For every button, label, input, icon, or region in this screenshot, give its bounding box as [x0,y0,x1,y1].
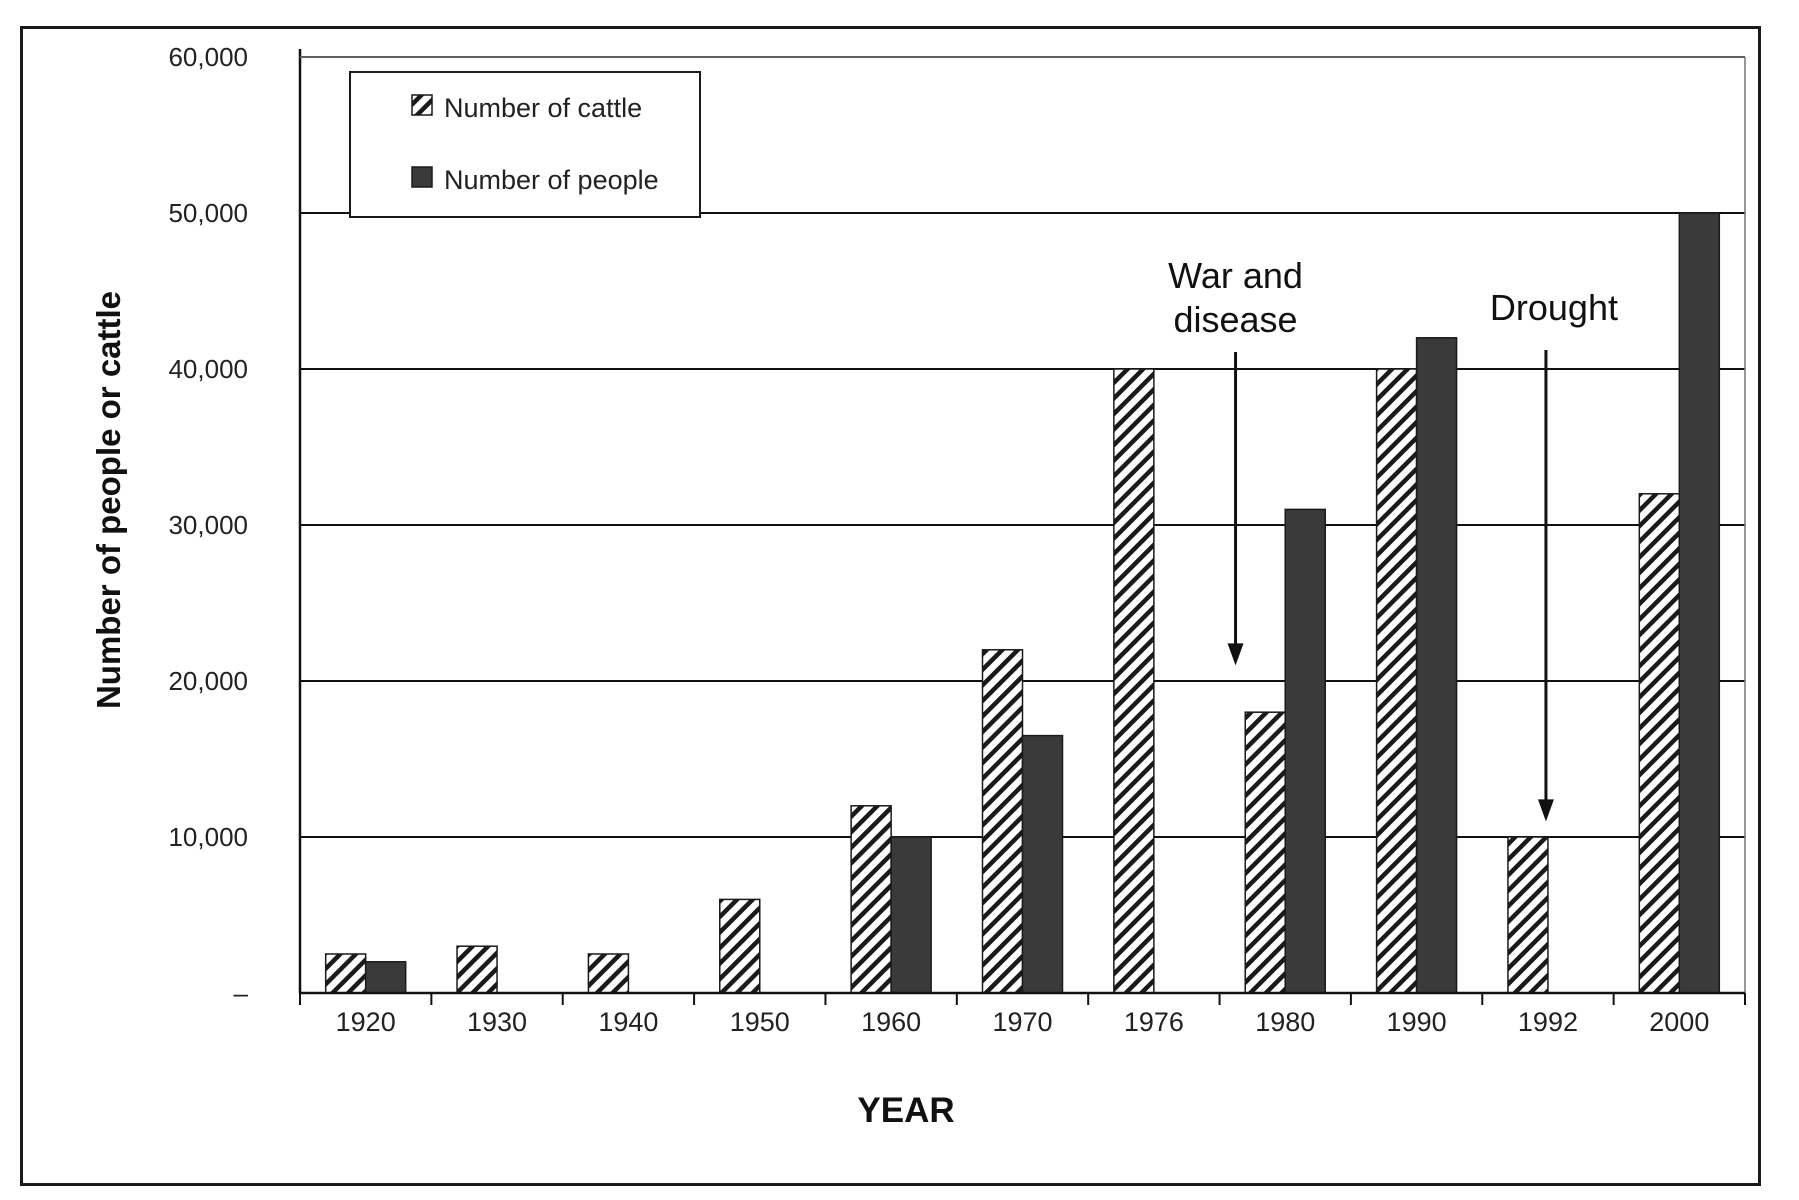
x-tick-label: 2000 [1649,1007,1709,1037]
bar-cattle-1980 [1244,711,1286,994]
legend-swatch-cattle [411,94,433,116]
x-tick-label: 1930 [467,1007,527,1037]
x-tick-label: 1970 [992,1007,1052,1037]
bar-cattle-1940 [587,953,630,994]
y-tick-label: 50,000 [168,198,248,228]
annotation-drought-arrow-head [1537,799,1554,822]
x-tick-label: 1940 [598,1007,658,1037]
bar-cattle-1970 [981,649,1024,994]
y-axis-label: Number of people or cattle [90,291,127,709]
bar-people-1980 [1284,508,1326,994]
x-tick-label: 1990 [1387,1007,1447,1037]
bar-people-1960 [890,836,932,994]
y-tick-label: 10,000 [168,822,248,852]
bar-people-1920 [364,961,407,994]
x-tick-label: 1920 [336,1007,396,1037]
x-tick-label: 1950 [730,1007,790,1037]
legend-label-people: Number of people [444,165,659,195]
bar-people-1990 [1415,337,1458,994]
bar-cattle-1920 [324,953,367,994]
bar-cattle-2000 [1638,493,1681,994]
chart-frame [20,26,1761,1186]
bar-people-2000 [1678,212,1721,994]
x-axis-label: YEAR [857,1091,954,1130]
bars [324,212,1721,994]
x-tick-label: 1976 [1124,1007,1184,1037]
legend-box [349,71,701,218]
bar-cattle-1976 [1113,368,1155,994]
bar-cattle-1930 [456,945,498,994]
annotation-war-disease-arrow-head [1227,643,1244,666]
y-tick-label: 40,000 [168,354,248,384]
bar-cattle-1990 [1375,368,1418,994]
y-tick-label: – [234,978,249,1008]
y-tick-label: 60,000 [168,42,248,72]
axes: – 10,000 20,000 30,000 40,000 50,000 60,000 192… [168,42,1746,1037]
bar-cattle-1950 [719,898,761,994]
legend-swatch-people [411,166,433,188]
annotation-war-disease-line: War and [1168,255,1303,296]
legend: Number of cattle Number of people [349,71,701,218]
annotation-war-disease-line: disease [1173,299,1297,340]
x-tick-label: 1960 [861,1007,921,1037]
y-tick-label: 30,000 [168,510,248,540]
bar-cattle-1960 [850,805,892,994]
x-tick-label: 1980 [1255,1007,1315,1037]
bar-people-1970 [1021,734,1064,994]
x-tick-label: 1992 [1518,1007,1578,1037]
annotation-drought: Drought [1490,287,1618,328]
y-tick-label: 20,000 [168,666,248,696]
legend-label-cattle: Number of cattle [444,93,642,123]
bar-cattle-1992 [1507,836,1549,994]
